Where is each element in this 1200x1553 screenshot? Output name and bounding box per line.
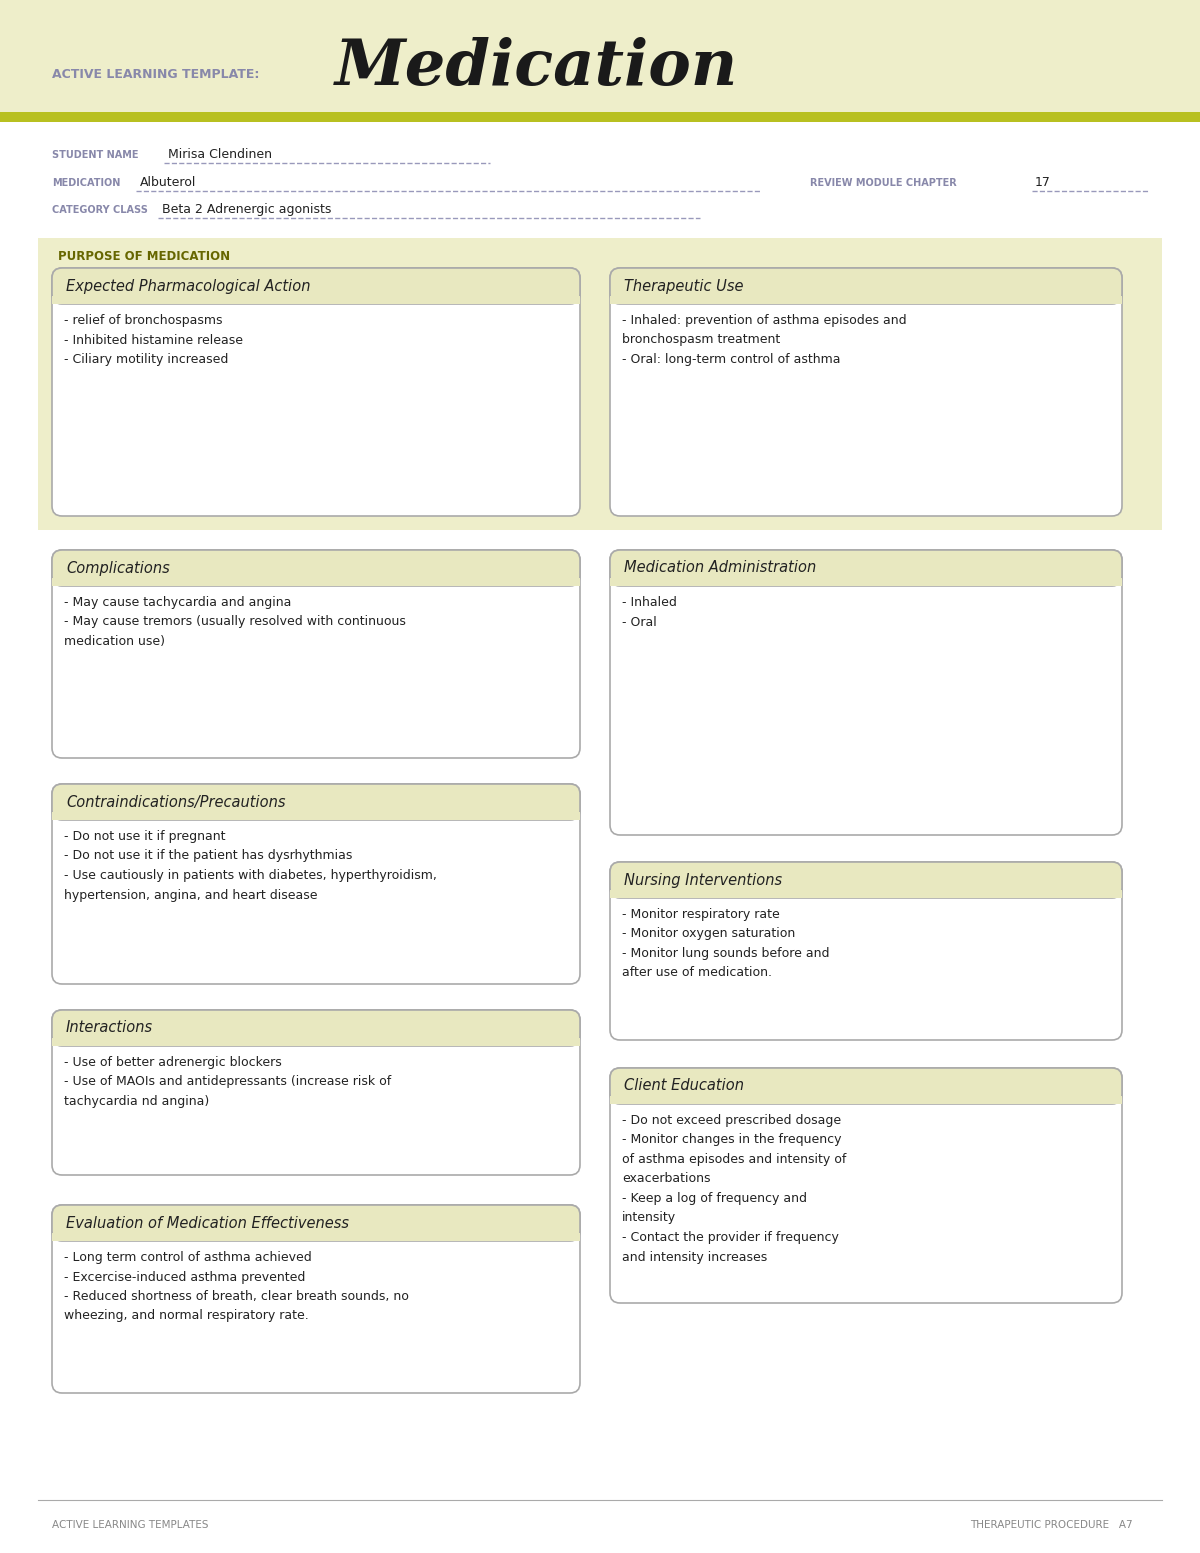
FancyBboxPatch shape — [610, 550, 1122, 836]
FancyBboxPatch shape — [610, 862, 1122, 1041]
FancyBboxPatch shape — [610, 862, 1122, 898]
Bar — [0, 0, 1200, 118]
FancyBboxPatch shape — [610, 269, 1122, 516]
Text: Beta 2 Adrenergic agonists: Beta 2 Adrenergic agonists — [162, 203, 331, 216]
Text: Mirisa Clendinen: Mirisa Clendinen — [168, 149, 272, 162]
Text: Interactions: Interactions — [66, 1020, 154, 1036]
FancyBboxPatch shape — [610, 1068, 1122, 1303]
Text: - Use of better adrenergic blockers
- Use of MAOIs and antidepressants (increase: - Use of better adrenergic blockers - Us… — [64, 1056, 391, 1107]
FancyBboxPatch shape — [52, 784, 580, 820]
Bar — [610, 297, 1122, 304]
Text: Nursing Interventions: Nursing Interventions — [624, 873, 782, 887]
FancyBboxPatch shape — [610, 269, 1122, 304]
FancyBboxPatch shape — [52, 784, 580, 985]
Text: - Inhaled: prevention of asthma episodes and
bronchospasm treatment
- Oral: long: - Inhaled: prevention of asthma episodes… — [622, 314, 907, 367]
Text: Evaluation of Medication Effectiveness: Evaluation of Medication Effectiveness — [66, 1216, 349, 1230]
FancyBboxPatch shape — [610, 550, 1122, 585]
Text: ACTIVE LEARNING TEMPLATES: ACTIVE LEARNING TEMPLATES — [52, 1520, 209, 1530]
Bar — [52, 1233, 580, 1241]
Text: Medication: Medication — [335, 37, 738, 99]
Text: - relief of bronchospasms
- Inhibited histamine release
- Ciliary motility incre: - relief of bronchospasms - Inhibited hi… — [64, 314, 242, 367]
FancyBboxPatch shape — [52, 1205, 580, 1393]
Text: Albuterol: Albuterol — [140, 177, 197, 189]
Bar — [610, 578, 1122, 585]
Text: - Monitor respiratory rate
- Monitor oxygen saturation
- Monitor lung sounds bef: - Monitor respiratory rate - Monitor oxy… — [622, 909, 829, 980]
Text: REVIEW MODULE CHAPTER: REVIEW MODULE CHAPTER — [810, 179, 956, 188]
Bar — [52, 578, 580, 585]
Bar — [52, 1037, 580, 1047]
Text: PURPOSE OF MEDICATION: PURPOSE OF MEDICATION — [58, 250, 230, 264]
Bar — [0, 112, 1200, 123]
Bar — [52, 297, 580, 304]
Text: ACTIVE LEARNING TEMPLATE:: ACTIVE LEARNING TEMPLATE: — [52, 68, 259, 81]
FancyBboxPatch shape — [610, 1068, 1122, 1104]
Text: - Long term control of asthma achieved
- Excercise-induced asthma prevented
- Re: - Long term control of asthma achieved -… — [64, 1252, 409, 1323]
Text: Expected Pharmacological Action: Expected Pharmacological Action — [66, 278, 311, 294]
Text: Medication Administration: Medication Administration — [624, 561, 816, 576]
Text: - Do not exceed prescribed dosage
- Monitor changes in the frequency
of asthma e: - Do not exceed prescribed dosage - Moni… — [622, 1114, 846, 1264]
Bar — [610, 1096, 1122, 1104]
Text: - Inhaled
- Oral: - Inhaled - Oral — [622, 596, 677, 629]
FancyBboxPatch shape — [52, 1009, 580, 1047]
Text: - May cause tachycardia and angina
- May cause tremors (usually resolved with co: - May cause tachycardia and angina - May… — [64, 596, 406, 648]
Text: STUDENT NAME: STUDENT NAME — [52, 151, 138, 160]
Text: 17: 17 — [1034, 177, 1051, 189]
Text: Contraindications/Precautions: Contraindications/Precautions — [66, 795, 286, 809]
FancyBboxPatch shape — [52, 1009, 580, 1176]
Text: Therapeutic Use: Therapeutic Use — [624, 278, 744, 294]
Bar — [52, 812, 580, 820]
Bar — [38, 238, 1162, 530]
Text: CATEGORY CLASS: CATEGORY CLASS — [52, 205, 148, 214]
FancyBboxPatch shape — [52, 550, 580, 585]
Text: THERAPEUTIC PROCEDURE   A7: THERAPEUTIC PROCEDURE A7 — [970, 1520, 1133, 1530]
FancyBboxPatch shape — [52, 269, 580, 304]
Text: Complications: Complications — [66, 561, 169, 576]
FancyBboxPatch shape — [52, 550, 580, 758]
Bar — [610, 890, 1122, 898]
Text: MEDICATION: MEDICATION — [52, 179, 120, 188]
FancyBboxPatch shape — [52, 269, 580, 516]
FancyBboxPatch shape — [52, 1205, 580, 1241]
Text: Client Education: Client Education — [624, 1078, 744, 1093]
Text: - Do not use it if pregnant
- Do not use it if the patient has dysrhythmias
- Us: - Do not use it if pregnant - Do not use… — [64, 829, 437, 901]
